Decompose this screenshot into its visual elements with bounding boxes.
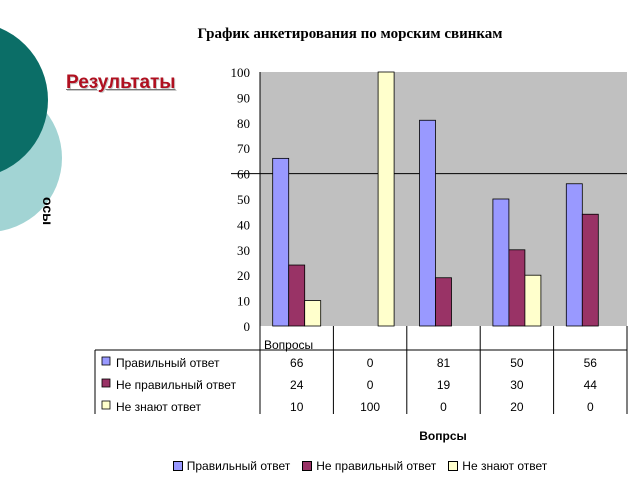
- y-tick-label: 30: [237, 243, 250, 258]
- y-tick-label: 50: [237, 192, 250, 207]
- data-table-series-name: Не правильный ответ: [116, 378, 237, 392]
- bar: [435, 277, 452, 327]
- y-tick-label: 10: [237, 294, 250, 309]
- bar: [492, 198, 510, 327]
- chart-legend: Правильный ответ Не правильный ответ Не …: [110, 459, 610, 473]
- data-table-value: 66: [290, 356, 304, 370]
- legend-label: Не знают ответ: [462, 459, 548, 473]
- y-tick-label: 100: [231, 65, 251, 80]
- y-tick-label: 20: [237, 268, 250, 283]
- data-table-swatch: [101, 400, 111, 410]
- page-title: График анкетирования по морским свинкам: [197, 26, 503, 42]
- bar: [272, 157, 290, 327]
- data-table-value: 19: [437, 378, 451, 392]
- data-table-value: 0: [440, 400, 447, 414]
- data-table-value: 0: [367, 356, 374, 370]
- legend-item: Не знают ответ: [448, 459, 547, 473]
- bar: [304, 300, 322, 327]
- bar: [508, 249, 526, 327]
- y-tick-label: 40: [237, 217, 250, 232]
- legend-swatch: [448, 461, 459, 471]
- data-table-value: 81: [437, 356, 451, 370]
- legend-swatch: [302, 461, 313, 471]
- data-table-value: 56: [584, 356, 598, 370]
- data-table-swatch: [101, 378, 111, 388]
- legend-label: Правильный ответ: [186, 459, 291, 473]
- bar: [581, 213, 599, 327]
- legend-swatch: [172, 461, 183, 471]
- y-tick-label: 0: [244, 319, 251, 334]
- bar: [288, 264, 306, 327]
- bar: [377, 71, 395, 327]
- plot-area-label: Вопросы: [264, 338, 313, 352]
- bar: [419, 119, 436, 327]
- data-table-value: 44: [584, 378, 598, 392]
- legend-label: Не правильный ответ: [316, 459, 437, 473]
- bar: [524, 274, 542, 327]
- data-table-value: 0: [587, 400, 594, 414]
- y-tick-label: 90: [237, 90, 250, 105]
- x-axis-label: Вопрсы: [419, 429, 467, 443]
- data-table-value: 20: [510, 400, 524, 414]
- data-table-swatch: [101, 356, 111, 366]
- data-table-series-name: Не знают ответ: [116, 400, 201, 414]
- y-tick-label: 70: [237, 141, 250, 156]
- data-table-value: 24: [290, 378, 304, 392]
- data-table-series-name: Правильный ответ: [116, 356, 220, 370]
- data-table-value: 100: [360, 400, 380, 414]
- legend-item: Правильный ответ: [172, 459, 291, 473]
- data-table-value: 30: [510, 378, 524, 392]
- legend-item: Не правильный ответ: [302, 459, 436, 473]
- data-table-value: 50: [510, 356, 524, 370]
- data-table-value: 0: [367, 378, 374, 392]
- data-table-value: 10: [290, 400, 304, 414]
- bar: [565, 183, 583, 327]
- dark-teal-circle: [0, 28, 48, 172]
- y-tick-label: 80: [237, 116, 250, 131]
- section-heading: Результаты: [66, 72, 176, 93]
